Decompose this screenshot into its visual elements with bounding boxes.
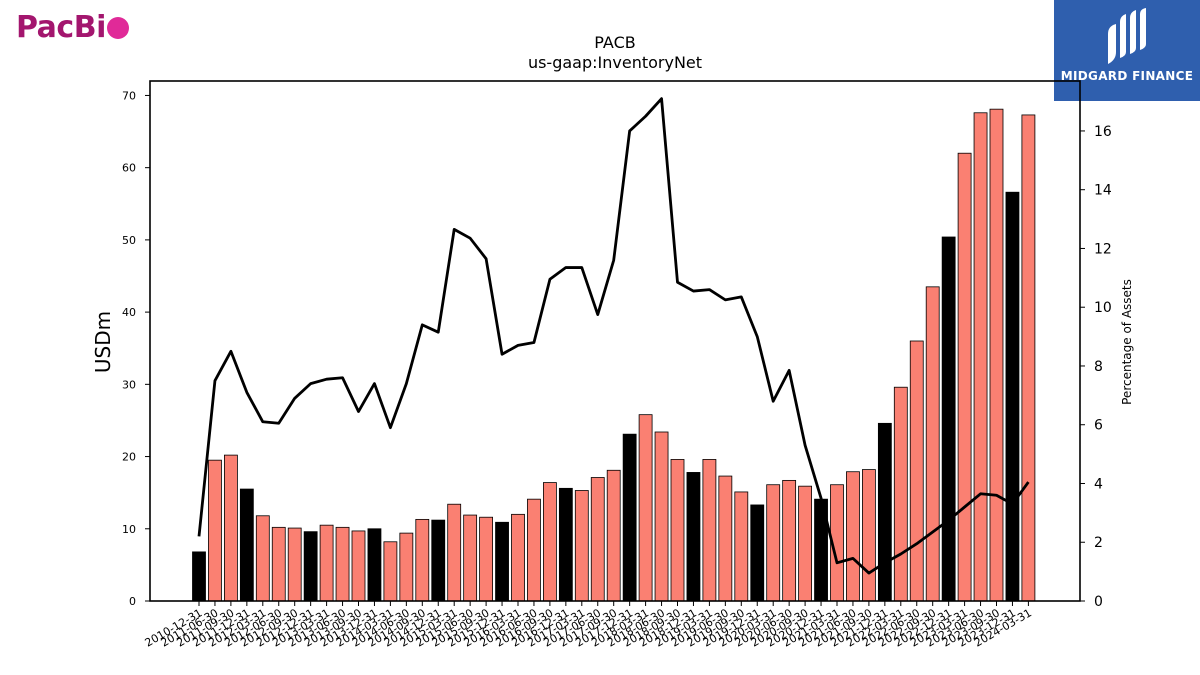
- y-tick-label: 0: [129, 595, 136, 608]
- y-axis-label: USDm: [91, 311, 115, 373]
- bar-2022-06-30: [909, 340, 924, 602]
- y-tick-label: 40: [122, 306, 136, 319]
- bar-2019-03-31: [702, 459, 717, 602]
- bar-2023-06-30: [973, 112, 988, 602]
- y-axis-ticks: 0 10 20 30 40 50 60 70: [122, 89, 150, 608]
- y2-tick-label: 14: [1094, 183, 1112, 199]
- bar-2024-03-31: [1021, 114, 1036, 602]
- bar-2010-12-31: [192, 551, 206, 602]
- y-tick-label: 60: [122, 162, 136, 175]
- y-tick-label: 20: [122, 451, 136, 464]
- bar-2015-03-31: [447, 503, 462, 602]
- bar-2013-12-31: [367, 528, 382, 602]
- y-tick-label: 50: [122, 234, 136, 247]
- bar-2015-09-30: [479, 516, 494, 602]
- y2-tick-label: 10: [1094, 300, 1112, 316]
- bar-2014-03-31: [383, 541, 398, 602]
- bar-2011-12-31: [239, 488, 254, 602]
- bar-2015-06-30: [463, 514, 478, 602]
- bar-2020-03-31: [766, 484, 781, 602]
- bar-2021-12-31: [877, 422, 892, 602]
- y-tick-label: 30: [122, 378, 136, 391]
- y2-tick-label: 8: [1094, 359, 1103, 375]
- y-tick-label: 10: [122, 523, 136, 536]
- bar-2011-09-30: [223, 454, 238, 602]
- bar-2017-12-31: [622, 433, 637, 602]
- bar-2012-12-31: [303, 531, 318, 602]
- bar-2014-12-31: [431, 519, 446, 602]
- bar-2011-06-30: [208, 459, 222, 602]
- bar-2017-09-30: [606, 469, 621, 602]
- bar-2013-03-31: [319, 524, 334, 602]
- bar-2013-06-30: [335, 526, 350, 602]
- bar-2022-03-31: [893, 386, 908, 602]
- bar-2012-03-31: [255, 515, 270, 602]
- midgard-mark-icon: [1108, 8, 1146, 64]
- y2-tick-label: 4: [1094, 476, 1103, 492]
- bar-2023-03-31: [957, 152, 972, 602]
- bar-2012-06-30: [271, 526, 286, 602]
- bar-2019-12-31: [750, 504, 765, 602]
- bar-2022-12-31: [941, 236, 956, 602]
- y2-axis-ticks: 0 2 4 6 8 10 12 14 16: [1080, 124, 1112, 610]
- y2-tick-label: 0: [1094, 594, 1103, 610]
- bar-series: [192, 108, 1036, 602]
- bar-2017-03-31: [574, 490, 589, 602]
- bar-2012-09-30: [287, 527, 302, 602]
- bar-2018-12-31: [686, 472, 701, 602]
- bar-2014-06-30: [399, 532, 414, 602]
- pacbio-logo: PacBi: [16, 10, 129, 45]
- bar-2015-12-31: [495, 521, 509, 602]
- bar-2019-06-30: [718, 475, 733, 602]
- bar-2017-06-30: [590, 477, 605, 602]
- bar-2018-03-31: [638, 414, 653, 602]
- pacbio-logo-dot: [106, 17, 129, 39]
- bar-2023-12-31: [1005, 191, 1020, 602]
- chart-title: PACB: [594, 33, 635, 52]
- bar-2016-09-30: [543, 482, 557, 602]
- bar-2016-06-30: [527, 498, 541, 602]
- bar-2020-09-30: [798, 485, 812, 602]
- y2-tick-label: 16: [1094, 124, 1112, 140]
- bar-2022-09-30: [925, 286, 940, 602]
- bar-2019-09-30: [734, 491, 749, 602]
- midgard-finance-name: MIDGARD FINANCE: [1060, 69, 1194, 83]
- percentage-line: [197, 97, 1030, 575]
- bar-2016-03-31: [511, 513, 525, 602]
- bar-2020-06-30: [782, 479, 797, 602]
- bar-2023-09-30: [989, 108, 1004, 602]
- chart-subtitle: us-gaap:InventoryNet: [528, 53, 702, 72]
- y2-tick-label: 12: [1094, 241, 1112, 257]
- bar-2021-06-30: [846, 471, 860, 602]
- bar-2014-09-30: [415, 518, 430, 602]
- bar-2016-12-31: [558, 487, 573, 602]
- x-axis-ticks: 2010-12-312011-06-302011-09-302011-12-31…: [143, 601, 1034, 650]
- bar-2018-09-30: [670, 459, 685, 602]
- bar-2018-06-30: [654, 431, 669, 602]
- pacbio-logo-text: PacBi: [16, 10, 106, 45]
- y-tick-label: 70: [122, 89, 136, 102]
- bar-2021-09-30: [862, 469, 876, 602]
- plot-frame: [149, 80, 1081, 602]
- bar-2013-09-30: [351, 530, 366, 602]
- y2-tick-label: 2: [1094, 535, 1103, 551]
- y2-axis-label: Percentage of Assets: [1120, 279, 1134, 405]
- y2-tick-label: 6: [1094, 418, 1103, 434]
- midgard-finance-logo: MIDGARD FINANCE: [1054, 0, 1200, 101]
- percentage-line-series: [197, 97, 1030, 575]
